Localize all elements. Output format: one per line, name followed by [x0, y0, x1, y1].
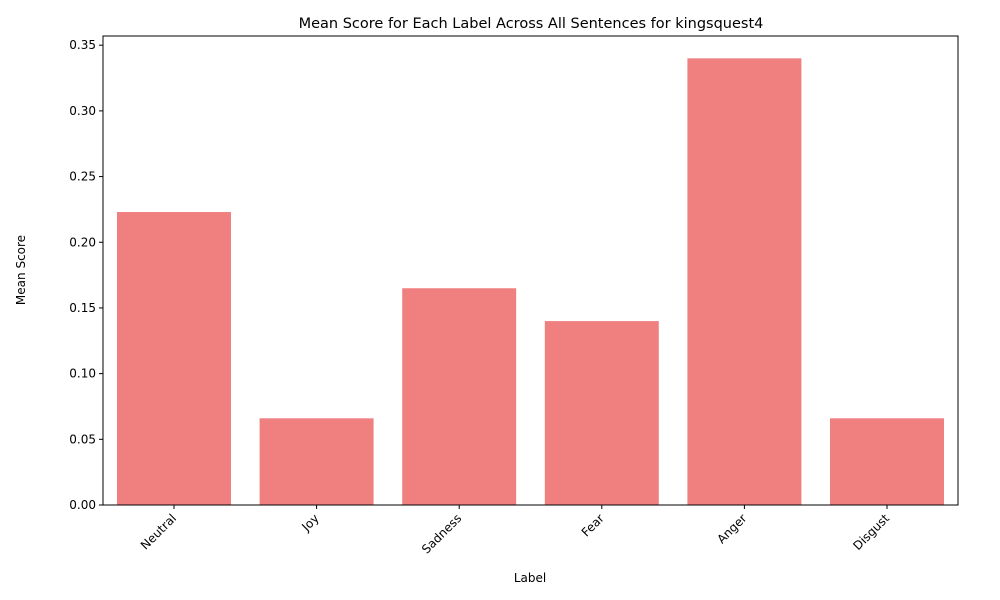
- y-tick-label: 0.30: [69, 104, 96, 118]
- x-tick-label: Disgust: [850, 511, 892, 553]
- bar-sadness: [402, 288, 517, 505]
- bars-group: [117, 58, 944, 505]
- x-tick-label: Sadness: [419, 511, 464, 556]
- bar-disgust: [830, 418, 944, 505]
- plot-frame: [102, 35, 959, 506]
- x-axis-label: Label: [514, 571, 546, 585]
- x-tick-label: Joy: [298, 511, 321, 534]
- chart-title: Mean Score for Each Label Across All Sen…: [299, 16, 764, 32]
- y-tick-label: 0.35: [69, 38, 96, 52]
- y-axis-ticks: 0.00 0.05 0.10 0.15 0.20 0.25 0.30 0.35: [69, 38, 103, 512]
- bar-joy: [259, 418, 374, 505]
- x-axis-ticks: Neutral Joy Sadness Fear Anger Disgust: [138, 505, 892, 557]
- bar-anger: [687, 58, 802, 505]
- y-axis-label: Mean Score: [14, 235, 28, 305]
- y-tick-label: 0.00: [69, 498, 96, 512]
- y-tick-label: 0.10: [69, 367, 96, 381]
- bar-fear: [544, 321, 659, 505]
- bar-neutral: [117, 212, 231, 505]
- y-tick-label: 0.20: [69, 235, 96, 249]
- x-tick-label: Anger: [714, 511, 749, 546]
- y-tick-label: 0.25: [69, 170, 96, 184]
- y-tick-label: 0.15: [69, 301, 96, 315]
- y-tick-label: 0.05: [69, 432, 96, 446]
- x-tick-label: Fear: [579, 511, 607, 539]
- x-tick-label: Neutral: [138, 511, 179, 552]
